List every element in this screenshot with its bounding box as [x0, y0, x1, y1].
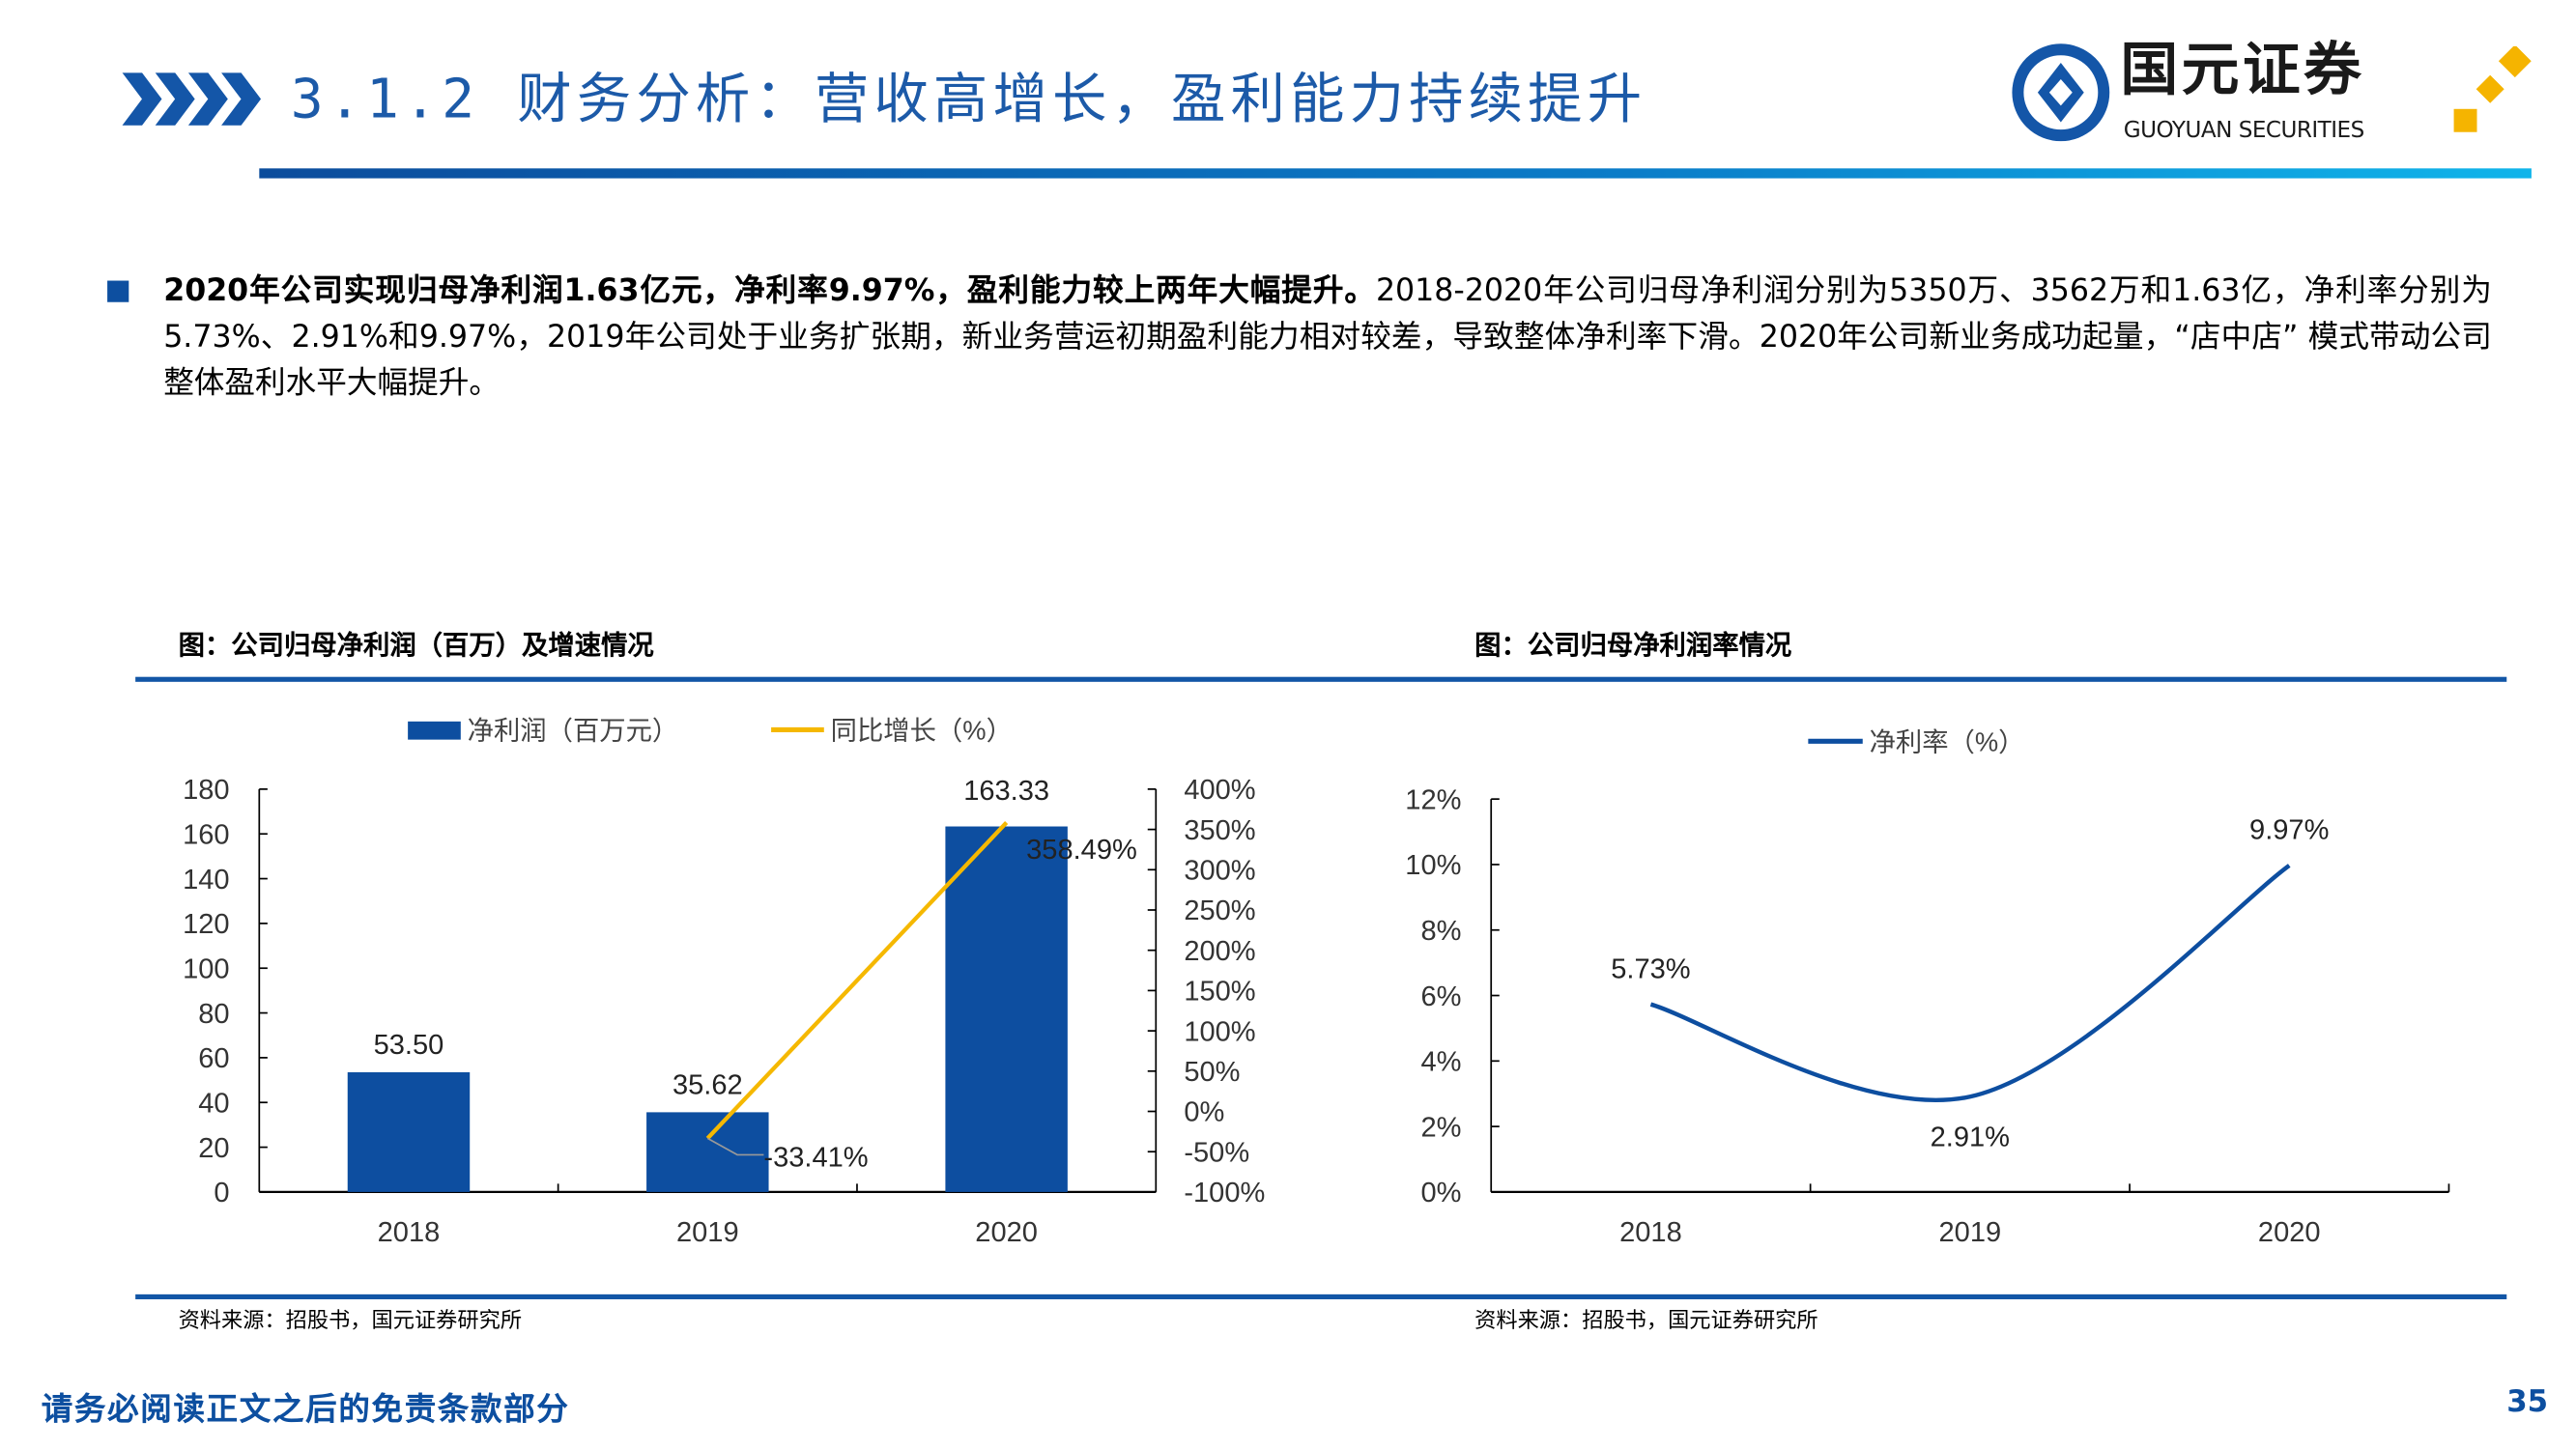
body-text: 2018-2020年公司归母净利润分别为5350万、3562万和1.63亿，净利…: [163, 273, 2492, 402]
net-profit-chart: 0 20 40 60 80 100 120 140 160 180 -100% -50% 0% 50% 10…: [183, 716, 1265, 1249]
logo-emblem-icon: [2012, 43, 2110, 142]
y-tick-label: 140: [183, 865, 229, 896]
line-data-label: 358.49%: [1026, 835, 1137, 866]
bar-data-label: 163.33: [963, 776, 1049, 807]
y2-tick-label: 300%: [1184, 856, 1255, 887]
net-margin-line: [1649, 864, 2291, 1103]
y-tick-label: 100: [183, 953, 229, 984]
y-tick-label: 8%: [1420, 916, 1461, 947]
y-tick-label: 4%: [1420, 1047, 1461, 1078]
x-tick-label: 2019: [676, 1217, 739, 1248]
logo-text-en: GUOYUAN SECURITIES: [2123, 117, 2364, 144]
y-tick-label: 2%: [1420, 1112, 1461, 1143]
x-tick-label: 2019: [1939, 1217, 2002, 1248]
legend-bar-label: 净利润（百万元）: [468, 716, 679, 746]
page-number: 35: [2506, 1384, 2549, 1420]
bar-data-label: 53.50: [374, 1030, 444, 1061]
page-title: 3.1.2 财务分析：营收高增长，盈利能力持续提升: [290, 66, 1647, 131]
line-data-label: 2.91%: [1931, 1123, 2010, 1153]
y-tick-label: 120: [183, 909, 229, 940]
leader-line: [706, 1137, 764, 1156]
legend-line-label: 同比增长（%）: [831, 716, 1013, 746]
y-tick-label: 20: [198, 1133, 229, 1164]
chart2-source: 资料来源：招股书，国元证券研究所: [1474, 1309, 1818, 1334]
legend-line-label: 净利率（%）: [1870, 727, 2025, 757]
x-tick-label: 2018: [378, 1217, 441, 1248]
y2-tick-label: 350%: [1184, 815, 1255, 846]
y-tick-label: 160: [183, 819, 229, 850]
y2-tick-label: 50%: [1184, 1057, 1240, 1088]
x-tick-label: 2018: [1619, 1217, 1682, 1248]
bullet-icon: [107, 280, 129, 302]
line-data-label: 9.97%: [2249, 815, 2329, 846]
y2-tick-label: 400%: [1184, 775, 1255, 806]
logo-squares-icon: [2453, 45, 2532, 132]
line-data-label: -33.41%: [763, 1142, 868, 1173]
chart1-title: 图：公司归母净利润（百万）及增速情况: [178, 629, 654, 661]
body-lead: 2020年公司实现归母净利润1.63亿元，净利率9.97%，盈利能力较上两年大幅…: [163, 273, 1376, 309]
y2-tick-label: 150%: [1184, 977, 1255, 1008]
legend-bar-swatch: [408, 721, 461, 740]
y2-tick-label: -100%: [1184, 1178, 1265, 1208]
y-tick-label: 180: [183, 775, 229, 806]
y2-tick-label: 100%: [1184, 1016, 1255, 1047]
chart1-source: 资料来源：招股书，国元证券研究所: [178, 1309, 523, 1334]
body-paragraph: 2020年公司实现归母净利润1.63亿元，净利率9.97%，盈利能力较上两年大幅…: [163, 270, 2492, 409]
title-underline: [259, 168, 2532, 179]
bar-2019: [646, 1112, 769, 1192]
company-logo: 国元证券 GUOYUAN SECURITIES: [2012, 37, 2540, 153]
bar-data-label: 35.62: [673, 1070, 743, 1101]
y-tick-label: 40: [198, 1088, 229, 1119]
chart2-title: 图：公司归母净利润率情况: [1474, 629, 1792, 661]
y-tick-label: 0%: [1420, 1178, 1461, 1208]
y-tick-label: 10%: [1405, 850, 1461, 881]
net-margin-chart: 0% 2% 4% 6% 8% 10% 12% 2018 2019 2020 5.73% 2.91% 9.…: [1405, 727, 2450, 1248]
x-tick-label: 2020: [975, 1217, 1038, 1248]
y2-tick-label: 0%: [1184, 1097, 1224, 1128]
x-tick-label: 2020: [2258, 1217, 2321, 1248]
y-tick-label: 12%: [1405, 784, 1461, 815]
y-tick-label: 80: [198, 999, 229, 1030]
y-tick-label: 6%: [1420, 981, 1461, 1012]
line-data-label: 5.73%: [1611, 953, 1690, 984]
y-tick-label: 60: [198, 1043, 229, 1074]
logo-text-cn: 国元证券: [2120, 38, 2365, 104]
y-tick-label: 0: [214, 1178, 229, 1208]
bar-2018: [347, 1071, 471, 1192]
chart-bottom-divider: [135, 1294, 2507, 1299]
y2-tick-label: 250%: [1184, 896, 1255, 926]
y2-tick-label: 200%: [1184, 936, 1255, 967]
y2-tick-label: -50%: [1184, 1137, 1249, 1168]
chart-top-divider: [135, 676, 2507, 682]
chevrons-icon: [122, 72, 262, 126]
bar-2020: [945, 826, 1068, 1192]
growth-line: [705, 821, 1009, 1140]
disclaimer-note: 请务必阅读正文之后的免责条款部分: [41, 1391, 570, 1429]
